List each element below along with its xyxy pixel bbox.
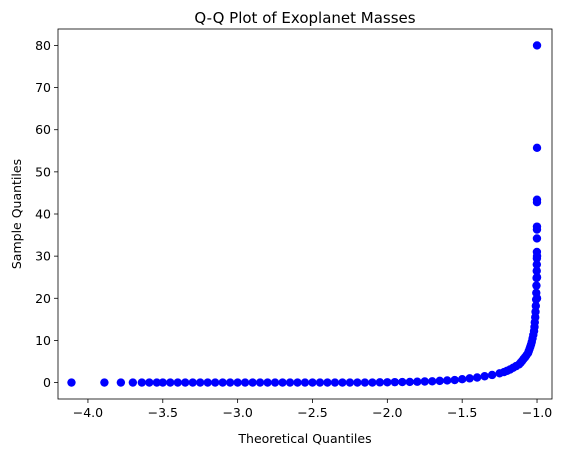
x-tick-label: −1.5	[447, 405, 477, 420]
data-point	[472, 373, 482, 382]
data-point	[137, 378, 147, 387]
y-tick-label: 10	[35, 333, 51, 348]
data-point	[116, 378, 126, 387]
y-tick-label: 60	[35, 122, 51, 137]
data-point	[152, 378, 161, 387]
data-point	[293, 378, 302, 387]
data-point	[145, 378, 154, 387]
x-tick-label: −2.5	[297, 405, 327, 420]
chart-title: Q-Q Plot of Exoplanet Masses	[194, 9, 415, 27]
y-tick-label: 50	[35, 164, 51, 179]
data-point	[480, 372, 489, 381]
data-point	[375, 378, 385, 387]
data-point	[330, 378, 340, 387]
data-point	[300, 378, 310, 387]
data-point	[166, 378, 175, 387]
y-axis-label: Sample Quantiles	[9, 159, 24, 269]
data-point	[420, 377, 429, 386]
data-point	[532, 266, 541, 276]
x-axis-label: Theoretical Quantiles	[237, 431, 371, 446]
data-point	[487, 370, 497, 380]
data-point	[338, 378, 347, 387]
data-point	[532, 294, 542, 303]
y-tick-label: 70	[35, 80, 51, 95]
x-tick-label: −1.0	[522, 405, 552, 420]
data-point	[270, 378, 280, 387]
x-tick-label: −2.0	[372, 405, 402, 420]
data-point	[532, 251, 542, 261]
data-point	[532, 260, 542, 269]
data-point	[532, 143, 542, 153]
data-point	[173, 378, 182, 387]
data-point	[450, 375, 459, 385]
data-point	[532, 195, 542, 204]
data-point	[532, 273, 542, 282]
x-tick-label: −3.5	[148, 405, 178, 420]
data-point	[405, 377, 414, 387]
y-tick-label: 80	[35, 38, 51, 53]
data-point	[158, 378, 167, 387]
data-point	[532, 41, 542, 50]
data-point	[532, 234, 542, 243]
data-point	[100, 378, 109, 387]
y-tick-label: 0	[43, 375, 51, 390]
data-point	[263, 378, 272, 387]
data-point	[428, 377, 437, 386]
data-point	[443, 376, 452, 385]
data-point	[210, 378, 220, 387]
data-point	[360, 378, 370, 387]
x-axis-ticks: −4.0 −3.5 −3.0 −2.5 −2.0 −1.5 −1.0	[73, 399, 552, 420]
data-point	[345, 378, 355, 387]
data-point	[315, 378, 325, 387]
data-point	[413, 377, 422, 386]
y-tick-label: 20	[35, 291, 51, 306]
data-point	[308, 378, 317, 387]
data-point	[181, 378, 190, 387]
data-point	[323, 378, 332, 387]
data-point	[383, 378, 392, 387]
data-point	[248, 378, 257, 387]
data-point	[240, 378, 250, 387]
y-tick-label: 40	[35, 207, 51, 222]
data-point	[255, 378, 265, 387]
data-point	[67, 378, 76, 387]
data-point	[465, 374, 474, 383]
data-point	[532, 281, 541, 290]
x-tick-label: −3.0	[222, 405, 252, 420]
data-point	[225, 378, 235, 387]
y-tick-label: 30	[35, 249, 51, 264]
data-point	[196, 378, 205, 387]
data-points	[67, 41, 542, 387]
data-point	[398, 377, 407, 387]
data-point	[368, 378, 377, 387]
data-point	[457, 374, 467, 384]
data-point	[218, 378, 227, 387]
data-point	[531, 307, 540, 316]
data-point	[353, 378, 362, 387]
data-point	[233, 378, 242, 387]
x-tick-label: −4.0	[73, 405, 103, 420]
data-point	[203, 378, 212, 387]
y-axis-ticks: 0 10 20 30 40 50 60 70 80	[35, 38, 58, 390]
data-point	[128, 378, 138, 387]
data-point	[532, 222, 542, 231]
data-point	[188, 378, 197, 387]
data-point	[531, 301, 541, 311]
data-point	[285, 378, 295, 387]
data-point	[390, 377, 400, 387]
plot-area-frame	[57, 28, 553, 400]
data-point	[435, 376, 444, 386]
data-point	[278, 378, 287, 387]
